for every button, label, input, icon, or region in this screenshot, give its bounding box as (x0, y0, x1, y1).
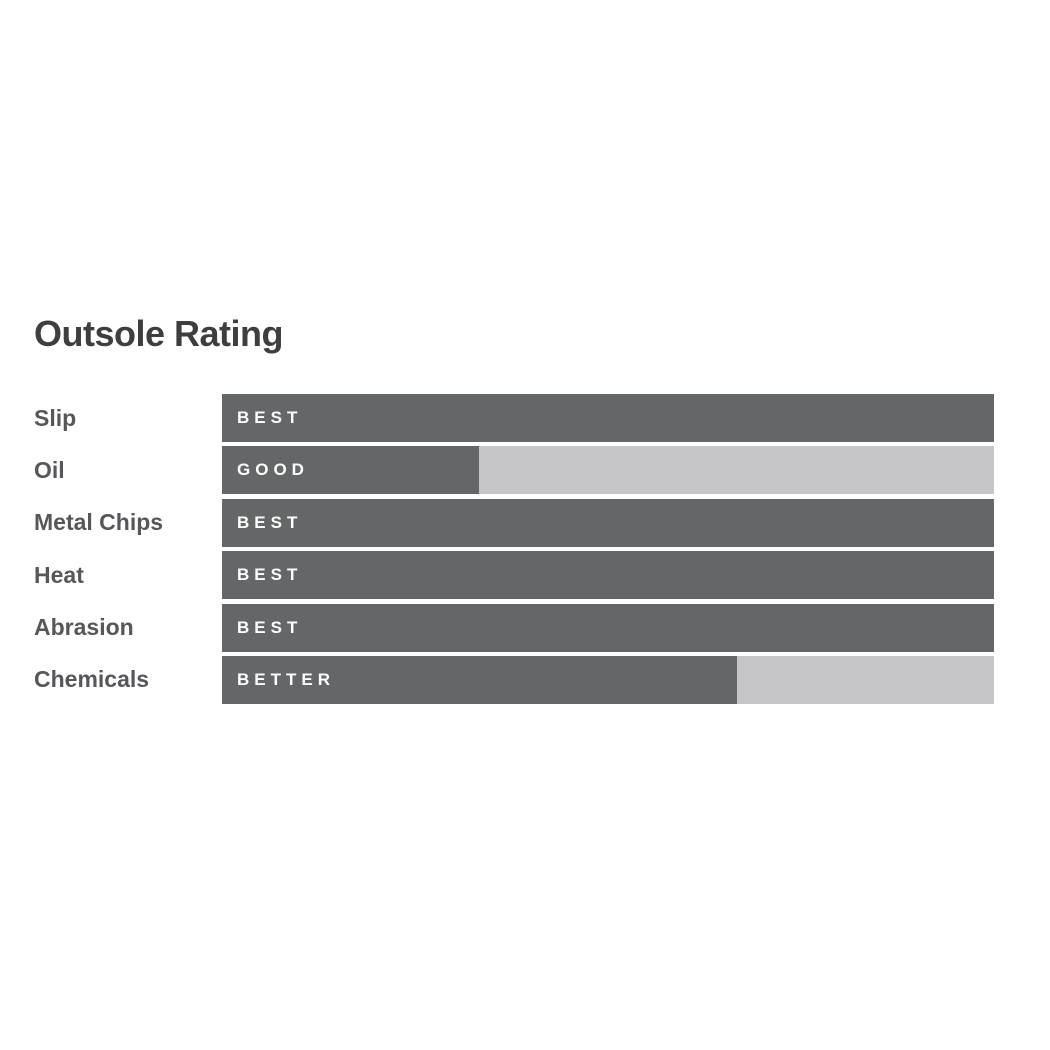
rating-value-label: BEST (237, 512, 303, 532)
rating-bar-fill: GOOD (222, 446, 480, 495)
rating-bar-fill: BEST (222, 551, 994, 600)
rating-bar-track: BEST (222, 498, 994, 547)
rating-category-label: Abrasion (34, 614, 134, 641)
rating-bar-track: BEST (222, 603, 994, 652)
rating-bar-fill: BEST (222, 498, 994, 547)
rating-category-label: Heat (34, 561, 84, 588)
rating-value-label: BEST (237, 408, 303, 427)
rating-value-label: BETTER (237, 669, 335, 689)
rating-category-label: Slip (34, 404, 77, 431)
rating-row: Slip BEST (34, 394, 994, 442)
rating-row: Heat BEST (34, 551, 994, 600)
rating-category-label: Chemicals (34, 666, 150, 693)
rating-bar-fill: BEST (222, 394, 994, 442)
rating-value-label: GOOD (237, 460, 309, 480)
rating-value-label: BEST (237, 617, 303, 637)
rating-row: Abrasion BEST (34, 603, 994, 652)
rating-rows: Slip BEST Oil GOOD Metal Chips BEST Heat… (34, 394, 994, 704)
rating-bar-fill: BETTER (222, 655, 737, 704)
rating-row: Chemicals BETTER (34, 655, 994, 704)
rating-bar-track: GOOD (222, 446, 994, 495)
rating-category-label: Metal Chips (34, 509, 164, 536)
chart-title: Outsole Rating (34, 313, 284, 354)
rating-value-label: BEST (237, 565, 303, 585)
rating-row: Oil GOOD (34, 446, 994, 495)
rating-bar-track: BEST (222, 394, 994, 442)
rating-bar-fill: BEST (222, 603, 994, 652)
rating-bar-track: BETTER (222, 655, 994, 704)
rating-category-label: Oil (34, 456, 65, 483)
rating-row: Metal Chips BEST (34, 498, 994, 547)
rating-bar-track: BEST (222, 551, 994, 600)
